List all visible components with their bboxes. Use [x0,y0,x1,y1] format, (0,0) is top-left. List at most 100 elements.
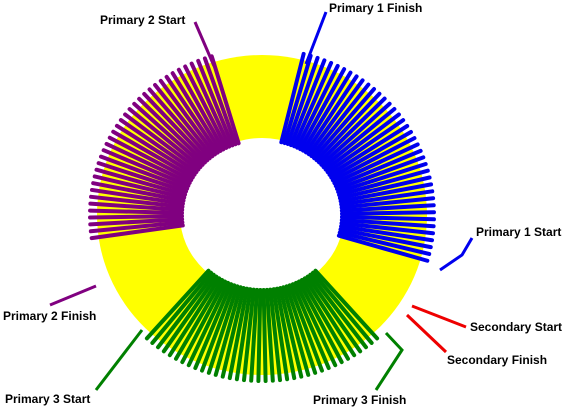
core-hole [180,138,344,292]
winding-turn [176,67,226,152]
windings [88,51,436,383]
winding-turn [339,189,435,207]
winding-turn [335,155,426,191]
lead [411,304,467,329]
winding-turn [101,148,191,188]
label: Secondary Finish [447,353,547,367]
winding-turn [186,280,230,368]
winding-turn [196,58,235,148]
winding-turn [309,82,371,159]
winding-turn [91,181,186,203]
winding-turn [279,51,306,145]
winding-turn [147,87,212,161]
winding-turn [234,287,253,382]
winding-turn [88,201,185,212]
label: Primary 3 Finish [313,393,406,407]
winding-turn [314,91,382,163]
winding-turn [89,187,185,206]
winding-turn [305,274,363,354]
winding-turn [339,218,436,229]
winding-turn [88,208,185,215]
winding-turn [295,63,340,150]
lead [94,329,144,391]
winding-turn [325,118,406,175]
winding-turn [98,154,190,191]
winding-turn [88,220,185,234]
winding-turn [132,101,205,167]
winding-turn [319,101,392,167]
winding-turn [281,285,311,377]
winding-turn [111,129,195,180]
winding-turn [304,74,359,155]
winding-turn [180,279,227,365]
winding-turn [189,61,232,149]
winding-turn [289,58,327,148]
winding-turn [107,135,194,183]
winding-turn [300,277,350,361]
winding-turn [338,227,433,250]
label: Primary 2 Finish [3,309,96,323]
winding-turn [274,286,297,381]
lead [405,313,448,354]
winding-turn [284,284,318,375]
winding-turn [88,214,185,220]
label: Primary 2 Start [100,13,185,27]
winding-turn [256,287,263,383]
winding-turn [242,287,256,383]
winding-turn [142,92,210,163]
winding-turn [209,54,241,146]
winding-turn [170,71,223,153]
winding-turn [317,96,387,165]
winding-turn [339,196,436,210]
winding-turn [310,270,374,345]
winding-turn [339,214,436,222]
winding-turn [213,285,243,377]
winding-turn [337,175,432,201]
winding-turn [336,233,430,263]
winding-turn [158,78,217,157]
winding-turn [202,56,238,147]
lead [193,21,216,67]
winding-turn [127,107,203,170]
winding-turn [339,203,436,213]
winding-turn [333,148,423,189]
winding-turn [332,142,420,186]
winding-turn [137,96,207,165]
winding-turn [200,283,237,373]
label: Primary 1 Finish [329,1,422,15]
winding-turn [278,286,304,379]
winding-turn [249,287,259,383]
winding-turn [330,136,417,183]
winding-turn [153,82,215,159]
winding-turn [220,286,246,379]
lead [374,331,404,391]
winding-turn [338,182,434,204]
winding-turn [336,161,428,194]
winding-turn [206,284,240,375]
winding-turn [227,286,250,381]
winding-turn [114,123,197,177]
winding-turn [150,270,214,345]
lead [49,284,97,307]
winding-turn [183,64,229,150]
winding-turn [291,282,331,371]
label: Secondary Start [470,320,562,334]
winding-turn [285,55,320,147]
winding-turn [313,268,380,341]
winding-turn [161,274,219,354]
winding-turn [268,287,282,383]
winding-turn [96,161,189,194]
winding-turn [104,141,192,185]
winding-turn [327,124,410,177]
label: Primary 1 Start [476,225,561,239]
winding-turn [301,70,353,153]
label: Primary 3 Start [5,392,90,406]
winding-turn [339,224,435,243]
winding-turn [292,60,334,149]
winding-turn [174,277,224,361]
winding-turn [156,272,216,350]
winding-turn [337,168,430,197]
winding-turn [164,74,220,155]
winding-turn [144,268,211,341]
